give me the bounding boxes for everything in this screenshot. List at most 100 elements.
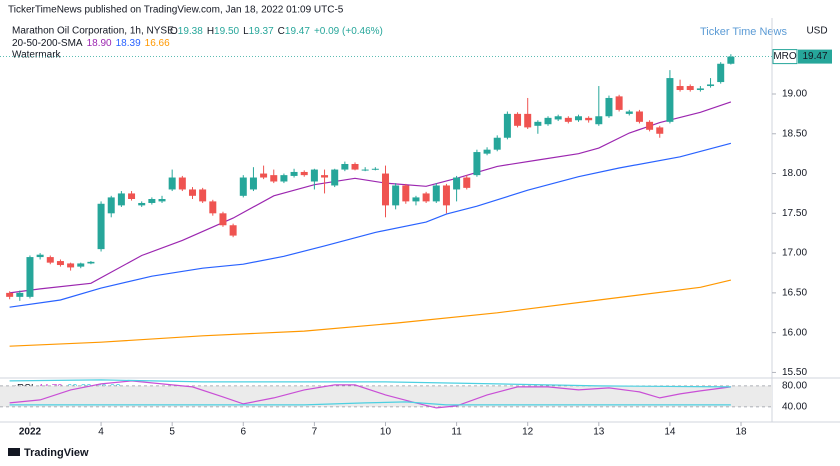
candle-body (117, 193, 125, 206)
candle-body (412, 197, 420, 202)
y-tick-label: 18.00 (782, 168, 807, 179)
sma-line (9, 380, 731, 409)
x-tick-label: 18 (735, 427, 747, 438)
candle-body (249, 177, 257, 190)
candle-body (6, 292, 14, 297)
x-tick-label: 7 (312, 427, 318, 438)
watermark-label: Watermark (12, 50, 62, 61)
currency: USD (806, 26, 827, 37)
indicator-value: 18.90 (87, 38, 112, 49)
candle-body (595, 116, 603, 125)
quote-change: +0.09 (+0.46%) (314, 26, 383, 37)
quote-label: L (243, 26, 249, 37)
price-tag-label: 19.47 (802, 51, 827, 62)
x-tick-label: 12 (522, 427, 534, 438)
candle-body (16, 292, 24, 297)
candle-body (646, 121, 654, 130)
candle-body (534, 121, 542, 126)
candle-body (392, 185, 400, 206)
candle-body (585, 117, 593, 121)
x-tick-label: 6 (241, 427, 247, 438)
candle-body (727, 56, 735, 64)
candle-body (56, 261, 64, 266)
y-tick-label: 18.50 (782, 128, 807, 139)
y-tick-label: 19.00 (782, 89, 807, 100)
candle-body (239, 177, 247, 196)
brand-name: TradingView (24, 447, 89, 459)
candle-body (351, 163, 359, 170)
candle-body (229, 225, 237, 236)
candle-body (605, 97, 613, 117)
candle-body (87, 261, 95, 264)
x-tick-label: 4 (98, 427, 104, 438)
candle-body (331, 169, 339, 186)
candle-body (544, 117, 552, 125)
candle-body (168, 177, 176, 190)
candle-body (524, 113, 532, 128)
candle-body (473, 152, 481, 176)
x-tick-label: 2022 (19, 427, 42, 438)
watermark: Ticker Time News (700, 26, 787, 38)
candle-body (97, 203, 105, 250)
sma-line (9, 401, 731, 406)
brand: TradingView (8, 447, 89, 459)
candle-body (635, 111, 643, 122)
candle-body (270, 175, 278, 182)
candle-body (483, 149, 491, 154)
candle-body (280, 175, 288, 182)
candle-body (442, 185, 450, 206)
candle-body (656, 127, 664, 134)
symbol-tag (772, 49, 798, 65)
candle-body (371, 168, 379, 170)
candle-body (564, 117, 572, 122)
quote-value: 19.37 (249, 26, 274, 37)
candle-body (158, 199, 166, 202)
indicator-name: 20-50-200-SMA (12, 38, 83, 49)
candle-body (574, 116, 582, 121)
candle-body (402, 185, 410, 202)
candle-body (46, 257, 54, 263)
price-tag (798, 49, 832, 64)
candle-body (107, 197, 115, 214)
candle-body (463, 177, 471, 188)
candle-body (178, 177, 186, 190)
candle-body (432, 185, 440, 202)
candle-body (615, 96, 623, 110)
symbol-tag-label: MRO (773, 51, 797, 62)
quote-label: H (207, 26, 214, 37)
indicator-legend: 20-50-200-SMA 18.90 18.39 16.66 (12, 38, 170, 49)
candle-body (686, 86, 694, 91)
x-tick-label: 14 (664, 427, 676, 438)
brand-logo (8, 448, 20, 456)
candle-body (717, 63, 725, 83)
candle-body (321, 175, 329, 178)
candle-body (36, 254, 44, 258)
symbol-title: Marathon Oil Corporation, 1h, NYSE (12, 26, 174, 37)
rsi-tick-label: 80.00 (782, 381, 807, 392)
candle-body (666, 78, 674, 122)
x-tick-label: 10 (380, 427, 392, 438)
quote-value: 19.47 (285, 26, 310, 37)
candle-body (260, 173, 268, 178)
candle-body (361, 169, 369, 171)
candle-body (707, 84, 715, 87)
candle-body (514, 113, 522, 126)
candle-body (310, 169, 318, 182)
quote-label: O (170, 26, 178, 37)
candle-body (493, 137, 501, 150)
candle-body (300, 171, 308, 176)
candle-body (128, 193, 136, 199)
candle-body (381, 173, 389, 206)
sma-line (9, 142, 732, 308)
candle-body (26, 257, 34, 297)
quote-value: 19.50 (214, 26, 239, 37)
indicator-value: 18.39 (116, 38, 141, 49)
candle-body (138, 202, 146, 206)
candle-body (77, 263, 85, 267)
y-tick-label: 17.50 (782, 208, 807, 219)
sma-line (9, 101, 732, 294)
quote-value: 19.38 (178, 26, 203, 37)
candle-body (199, 189, 207, 202)
rsi-tick-label: 40.00 (782, 402, 807, 413)
